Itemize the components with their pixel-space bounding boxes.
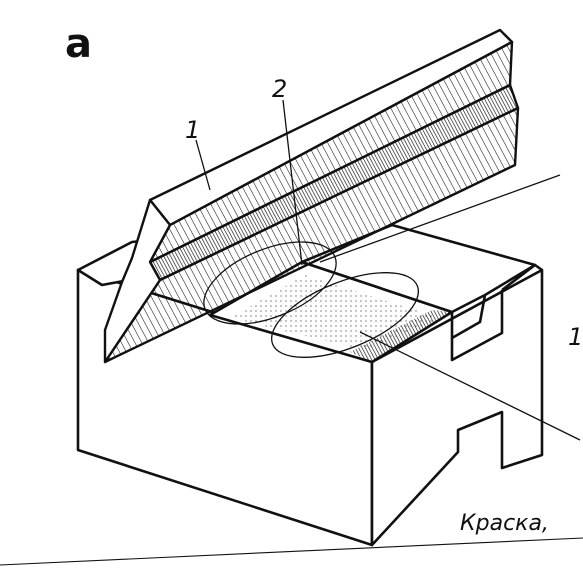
block-right-face [370,268,544,547]
baseline-rule [0,537,583,566]
leader-line-lower-right [359,331,581,441]
block-slot-depth [450,290,504,362]
painted-area [230,275,440,350]
leader-line-2 [282,99,303,266]
leader-line-upper-right [319,174,561,263]
label-contact: 2 [272,75,287,103]
label-right: 1 [568,323,583,351]
block-right-edge [501,263,543,292]
contact-ellipse-right [270,272,420,358]
caption-text: Краска, [460,511,549,536]
panel-label: a [65,21,92,67]
leader-line-1 [195,139,211,191]
label-ruler: 1 [185,116,200,144]
contact-ellipse-left [203,241,337,325]
straight-edge-ruler [103,28,520,364]
painted-area-shade [350,310,452,362]
leader-lines [0,99,583,566]
ruler-end-profile [103,198,172,364]
block-top-slot [450,294,487,340]
